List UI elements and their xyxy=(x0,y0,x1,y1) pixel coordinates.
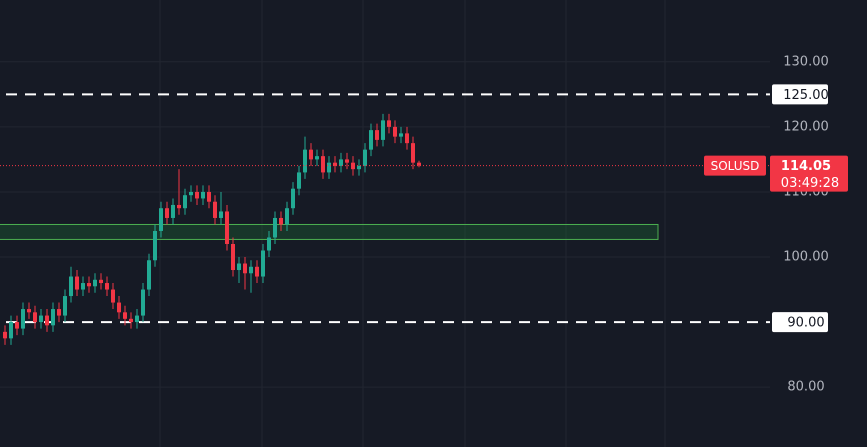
candle-body xyxy=(417,162,421,166)
candle-body xyxy=(237,263,241,271)
candle-body xyxy=(381,120,385,140)
symbol-label-box xyxy=(704,155,766,176)
candle-body xyxy=(315,156,319,160)
candle-body xyxy=(93,279,97,287)
candle-body xyxy=(33,312,37,323)
candle-body xyxy=(105,283,109,290)
candle-body xyxy=(219,211,223,218)
countdown-label: 03:49:28 xyxy=(781,176,839,191)
candle-body xyxy=(321,156,325,173)
candle-body xyxy=(63,296,67,316)
candle-body xyxy=(69,276,73,297)
candle-body xyxy=(399,133,403,137)
candle-body xyxy=(81,283,85,290)
candle-body xyxy=(405,133,409,144)
level-label: 125.00 xyxy=(783,88,829,103)
y-tick-label: 80.00 xyxy=(787,380,824,395)
price-label-box xyxy=(770,155,848,192)
candle-body xyxy=(195,191,199,199)
candle-body xyxy=(177,204,181,209)
level-label-box xyxy=(772,312,828,333)
candle-body xyxy=(309,149,313,160)
candle-body xyxy=(261,250,265,277)
candle-body xyxy=(153,230,157,261)
candle-body xyxy=(171,204,175,218)
candle-body xyxy=(303,149,307,173)
candle-body xyxy=(225,211,229,244)
candle-body xyxy=(387,120,391,127)
candle-body xyxy=(357,165,361,170)
candle-body xyxy=(285,208,289,225)
y-tick-label: 120.00 xyxy=(783,119,829,134)
candle-body xyxy=(9,322,13,339)
candle-body xyxy=(291,188,295,209)
candle-body xyxy=(45,315,49,326)
candle-body xyxy=(183,195,187,209)
candle-body xyxy=(87,283,91,287)
candle-body xyxy=(75,276,79,290)
candle-body xyxy=(15,322,19,329)
candle-body xyxy=(57,309,61,316)
candle-body xyxy=(249,266,253,274)
candle-body xyxy=(297,172,301,189)
candle-body xyxy=(213,201,217,218)
candle-body xyxy=(327,162,331,173)
candle-body xyxy=(255,266,259,277)
candle-body xyxy=(231,243,235,271)
candle-body xyxy=(333,162,337,166)
candle-body xyxy=(21,309,25,329)
price-label: 114.05 xyxy=(781,159,831,174)
candle-body xyxy=(189,191,193,196)
candle-body xyxy=(207,191,211,202)
candle-body xyxy=(279,217,283,225)
level-label: 90.00 xyxy=(787,316,824,331)
candle-body xyxy=(267,237,271,251)
candle-body xyxy=(27,309,31,313)
candle-body xyxy=(99,279,103,284)
candle-body xyxy=(129,318,133,323)
candle-body xyxy=(339,159,343,166)
level-label-box xyxy=(772,84,828,105)
y-tick-label: 100.00 xyxy=(783,250,829,265)
candle-body xyxy=(363,149,367,166)
y-tick-label: 130.00 xyxy=(783,54,829,69)
candle-body xyxy=(117,302,121,313)
candle-body xyxy=(369,130,373,150)
symbol-label: SOLUSD xyxy=(711,159,760,173)
candle-body xyxy=(351,162,355,170)
candle-body xyxy=(201,191,205,199)
candle-body xyxy=(135,315,139,323)
candle-body xyxy=(243,263,247,274)
candle-body xyxy=(123,312,127,319)
candle-body xyxy=(159,208,163,231)
candle-body xyxy=(147,260,151,290)
vertical-grid xyxy=(159,0,666,447)
candle-body xyxy=(345,159,349,163)
zone xyxy=(0,223,659,240)
candle-body xyxy=(273,217,277,238)
candle-body xyxy=(411,143,415,163)
candle-body xyxy=(375,130,379,140)
candle-body xyxy=(111,289,115,303)
candle-body xyxy=(393,126,397,137)
candle-body xyxy=(51,309,55,326)
candle-body xyxy=(39,315,43,323)
candle-body xyxy=(165,208,169,218)
candle-body xyxy=(3,331,7,339)
candle-body xyxy=(141,289,145,316)
